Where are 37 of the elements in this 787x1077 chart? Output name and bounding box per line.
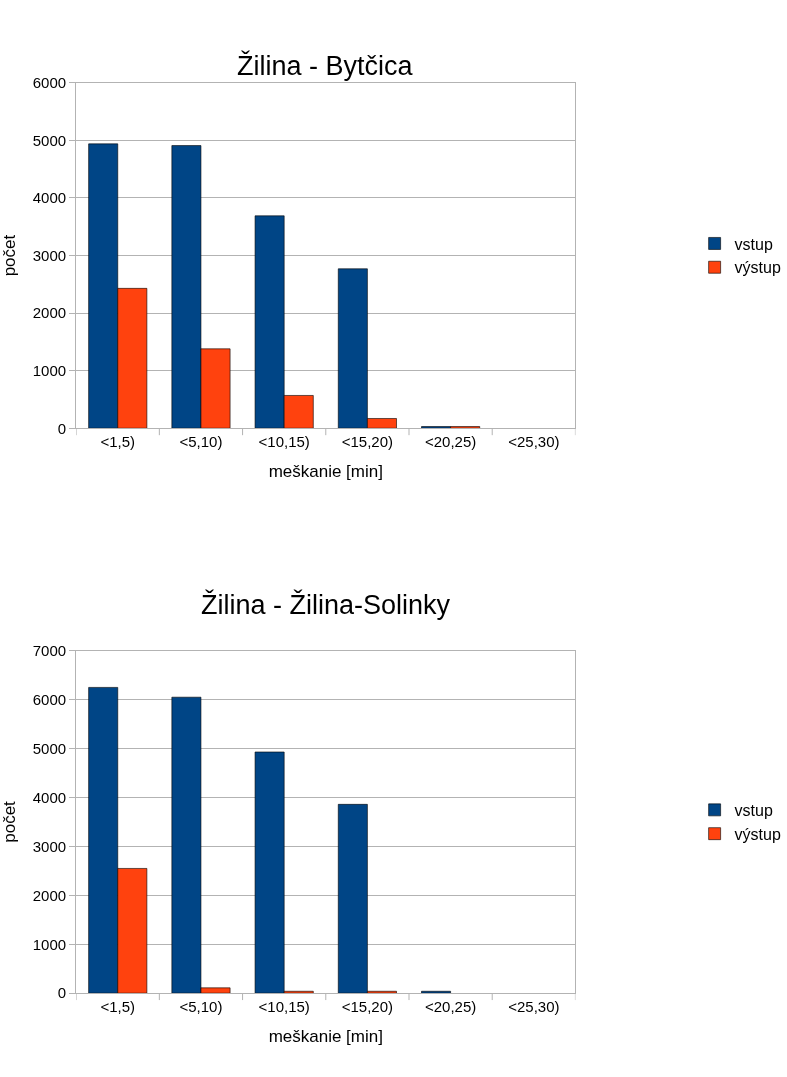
y-tick-label: 3000 [32,246,67,264]
y-tick-label: 4000 [32,788,67,806]
x-tick-label: <1,5) [100,433,136,451]
chart-title: Žilina - Žilina-Solinky [201,589,451,620]
x-tick-label: <5,10) [179,998,223,1016]
y-axis-title: počet [0,234,19,277]
y-tick-label: 6000 [32,74,67,92]
x-tick-label: <25,30) [508,998,560,1016]
x-axis-title: meškanie [min] [268,461,383,481]
x-tick-label: <5,10) [179,433,223,451]
x-tick-label: <20,25) [424,433,477,451]
y-tick-label: 5000 [32,739,67,757]
x-tick-label: <15,20) [341,433,394,451]
x-axis-title: meškanie [min] [268,1026,383,1046]
y-tick-label: 4000 [32,189,67,207]
y-tick-label: 2000 [32,304,67,322]
y-tick-label: 7000 [32,641,67,659]
chart-title: Žilina - Bytčica [237,50,414,81]
y-axis-title: počet [0,800,19,843]
y-tick-label: 3000 [32,837,67,855]
legend-label: vstup [734,802,773,820]
legend-label: vstup [734,235,773,253]
x-tick-label: <10,15) [258,433,310,451]
y-tick-label: 5000 [32,131,67,149]
y-tick-label: 1000 [32,361,67,379]
x-tick-label: <20,25) [424,998,477,1016]
y-tick-label: 1000 [32,935,67,953]
y-tick-label: 0 [57,984,67,1002]
y-tick-label: 6000 [32,690,67,708]
legend-label: výstup [734,825,781,843]
x-tick-label: <1,5) [100,998,136,1016]
x-tick-label: <10,15) [258,998,310,1016]
legend-label: výstup [734,259,781,277]
x-tick-label: <15,20) [341,998,394,1016]
x-tick-label: <25,30) [508,433,560,451]
y-tick-label: 2000 [32,886,67,904]
y-tick-label: 0 [57,419,67,437]
